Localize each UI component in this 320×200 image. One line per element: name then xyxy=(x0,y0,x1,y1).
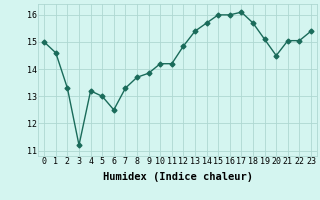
X-axis label: Humidex (Indice chaleur): Humidex (Indice chaleur) xyxy=(103,172,252,182)
